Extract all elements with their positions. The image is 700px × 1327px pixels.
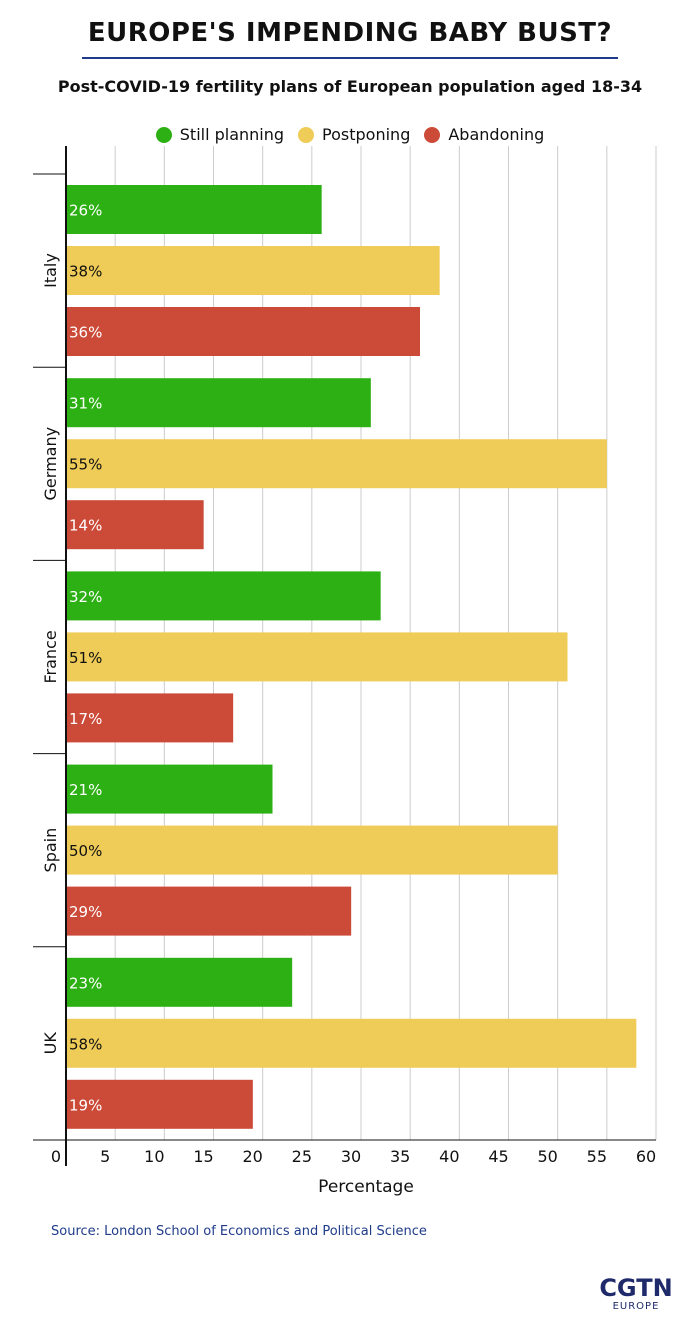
x-tick-label: 0 <box>51 1147 61 1166</box>
bar-spain-postponing <box>66 825 558 875</box>
legend-swatch-still-planning <box>155 126 172 143</box>
x-tick-label: 10 <box>144 1147 164 1166</box>
bar-germany-postponing <box>66 439 607 489</box>
bar-france-abandoning <box>66 693 234 743</box>
bar-value-label: 55% <box>69 456 102 474</box>
x-tick-label: 50 <box>537 1147 557 1166</box>
bar-value-label: 21% <box>69 781 102 799</box>
bar-value-label: 19% <box>69 1096 102 1114</box>
x-tick-label: 30 <box>341 1147 361 1166</box>
chart-subtitle: Post-COVID-19 fertility plans of Europea… <box>57 77 643 96</box>
logo-sub-text: EUROPE <box>612 1301 660 1312</box>
bar-italy-still-planning <box>66 185 322 234</box>
cgtn-europe-logo: CGTN EUROPE <box>598 1276 674 1312</box>
bar-value-label: 31% <box>69 395 102 413</box>
legend-label-postponing: Postponing <box>322 125 411 144</box>
category-label-italy: Italy <box>41 253 60 288</box>
bar-germany-still-planning <box>66 378 371 428</box>
bar-uk-still-planning <box>66 957 293 1007</box>
bar-value-label: 29% <box>69 903 102 921</box>
x-tick-label: 45 <box>488 1147 508 1166</box>
bar-value-label: 36% <box>69 324 102 342</box>
chart-title: EUROPE'S IMPENDING BABY BUST? <box>87 18 613 48</box>
bar-value-label: 17% <box>69 710 102 728</box>
bar-france-still-planning <box>66 571 381 621</box>
bar-value-label: 51% <box>69 649 102 667</box>
source-note: Source: London School of Economics and P… <box>51 1224 427 1239</box>
bar-france-postponing <box>66 632 568 682</box>
bar-uk-abandoning <box>66 1079 253 1129</box>
bar-value-label: 58% <box>69 1035 102 1053</box>
legend-item-abandoning: Abandoning <box>424 125 544 144</box>
title-underline <box>82 57 618 59</box>
legend-swatch-postponing <box>298 126 315 143</box>
category-label-france: France <box>41 630 60 683</box>
x-tick-label: 25 <box>292 1147 312 1166</box>
x-tick-label: 35 <box>390 1147 410 1166</box>
bar-chart: 26% 38% 36% Italy 31% 55% 14% Germany 32% 51% 17% F… <box>33 146 657 1197</box>
legend-label-abandoning: Abandoning <box>448 125 545 144</box>
category-label-uk: UK <box>41 1032 60 1055</box>
bar-germany-abandoning <box>66 500 204 550</box>
category-label-germany: Germany <box>41 427 60 501</box>
x-tick-label: 15 <box>193 1147 213 1166</box>
x-tick-label: 20 <box>242 1147 262 1166</box>
legend-label-still-planning: Still planning <box>179 125 285 144</box>
bar-value-label: 38% <box>69 263 102 281</box>
bar-spain-still-planning <box>66 764 273 814</box>
x-tick-label: 5 <box>100 1147 110 1166</box>
category-label-spain: Spain <box>41 828 60 873</box>
bar-value-label: 26% <box>69 202 102 220</box>
bar-value-label: 32% <box>69 588 102 606</box>
bar-italy-postponing <box>66 246 440 295</box>
bar-italy-abandoning <box>66 307 420 356</box>
legend-item-still-planning: Still planning <box>155 125 285 144</box>
bar-value-label: 50% <box>69 842 102 860</box>
x-tick-label: 60 <box>636 1147 656 1166</box>
x-axis-title: Percentage <box>318 1177 414 1197</box>
bar-value-label: 14% <box>69 517 102 535</box>
legend-item-postponing: Postponing <box>298 125 410 144</box>
bar-spain-abandoning <box>66 886 352 936</box>
bar-uk-postponing <box>66 1018 637 1068</box>
x-tick-label: 55 <box>587 1147 607 1166</box>
logo-main-text: CGTN <box>599 1274 673 1302</box>
legend-swatch-abandoning <box>424 126 441 143</box>
legend: Still planning Postponing Abandoning <box>0 125 700 144</box>
x-tick-label: 40 <box>439 1147 459 1166</box>
bar-value-label: 23% <box>69 974 102 992</box>
